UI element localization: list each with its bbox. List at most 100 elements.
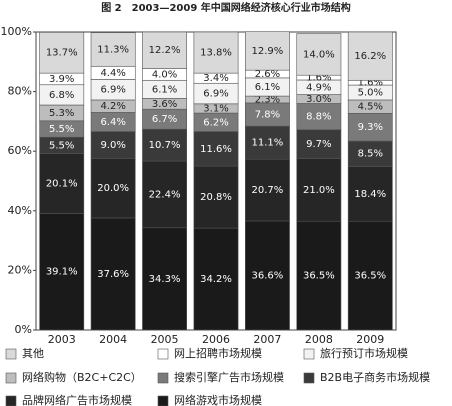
y-tick-label: 40% [8,204,32,217]
data-label: 7.8% [255,110,280,121]
data-label: 10.7% [149,140,181,151]
data-label: 4.5% [358,102,383,113]
x-tick-label: 2005 [151,333,179,346]
bar-segment [90,131,136,159]
data-label: 22.4% [149,189,181,200]
legend-swatch [5,372,17,384]
x-tick-label: 2004 [99,333,127,346]
bar-segment [142,128,187,162]
y-tick-label: 20% [8,263,32,276]
data-label: 3.4% [203,73,228,84]
bar-segment [296,129,342,159]
data-label: 6.1% [152,84,177,95]
y-tick-label: 60% [8,144,32,157]
data-label: 34.2% [200,274,232,285]
data-label: 6.9% [100,85,125,96]
bar-segment [142,31,187,69]
bar-segment [347,140,393,167]
data-label: 37.6% [97,269,129,280]
data-label: 3.9% [49,74,74,85]
data-label: 8.5% [358,149,383,160]
bar-segment [347,31,393,81]
data-label: 20.8% [200,192,232,203]
y-tick-label: 0% [15,323,32,336]
y-tick-label: 80% [8,85,32,98]
data-label: 36.6% [252,270,284,281]
legend-label: 品牌网络广告市场规模 [22,393,132,406]
legend-swatch [157,348,169,360]
bar-segment [142,227,187,331]
legend-label: B2B电子商务市场规模 [320,370,430,384]
data-label: 16.2% [354,51,386,62]
bar-segment [39,153,85,214]
data-label: 1.6% [306,73,331,84]
bar-segment [90,158,136,219]
data-label: 2.6% [255,69,280,80]
legend-label: 网络购物（B2C+C2C） [22,370,142,384]
x-tick-label: 2003 [48,333,76,346]
legend-label: 搜索引擎广告市场规模 [174,370,284,384]
data-label: 20.1% [46,179,78,190]
data-label: 9.3% [358,122,383,133]
data-label: 36.5% [303,271,335,282]
data-label: 12.9% [252,46,284,57]
bar-segment [347,220,393,331]
data-label: 3.0% [306,94,331,105]
bar-segment [245,31,290,71]
data-label: 6.2% [203,117,228,128]
bar-segment [193,165,239,229]
bar-segment [347,113,393,142]
data-label: 20.7% [252,185,284,196]
data-label: 9.0% [100,140,125,151]
data-label: 36.5% [354,271,386,282]
x-tick-label: 2009 [356,333,384,346]
data-label: 5.0% [358,87,383,98]
data-label: 6.8% [49,90,74,101]
data-label: 5.5% [49,124,74,135]
legend-swatch [303,372,315,384]
data-label: 11.6% [200,144,232,155]
data-label: 13.8% [200,48,232,59]
legend-swatch [303,348,315,360]
data-label: 6.9% [203,89,228,100]
data-label: 6.4% [100,117,125,128]
data-label: 4.4% [100,68,125,79]
bar-segment [245,220,290,331]
data-label: 20.0% [97,183,129,194]
legend-label: 其他 [22,347,44,360]
x-tick-label: 2007 [253,333,281,346]
x-tick-label: 2006 [202,333,230,346]
bar-segment [296,158,342,222]
legend-label: 网络游戏市场规模 [174,393,262,406]
data-label: 1.6% [358,78,383,89]
data-label: 5.5% [49,140,74,151]
data-label: 12.2% [149,45,181,56]
data-label: 4.9% [306,82,331,93]
data-label: 5.3% [49,108,74,119]
data-label: 21.0% [303,185,335,196]
legend-swatch [157,372,169,384]
data-label: 4.0% [152,69,177,80]
bar-segment [193,227,239,331]
legend-swatch [157,395,169,406]
chart-title: 图 2 2003—2009 年中国网络经济核心行业市场结构 [101,1,351,14]
legend-label: 旅行预订市场规模 [320,346,408,360]
bar-segment [90,32,136,67]
data-label: 39.1% [46,267,78,278]
legend-swatch [5,395,17,406]
bar-segment [296,103,342,131]
data-label: 13.7% [46,48,78,59]
bar-segment [39,31,85,74]
bar-segment [193,131,239,167]
data-label: 3.6% [152,99,177,110]
data-label: 18.4% [354,189,386,200]
bar-segment [296,33,342,76]
data-label: 4.2% [100,101,125,112]
legend-swatch [5,348,17,360]
data-label: 11.1% [252,138,284,149]
data-label: 6.7% [152,114,177,125]
bar-segment [296,220,342,331]
x-tick-label: 2008 [305,333,333,346]
